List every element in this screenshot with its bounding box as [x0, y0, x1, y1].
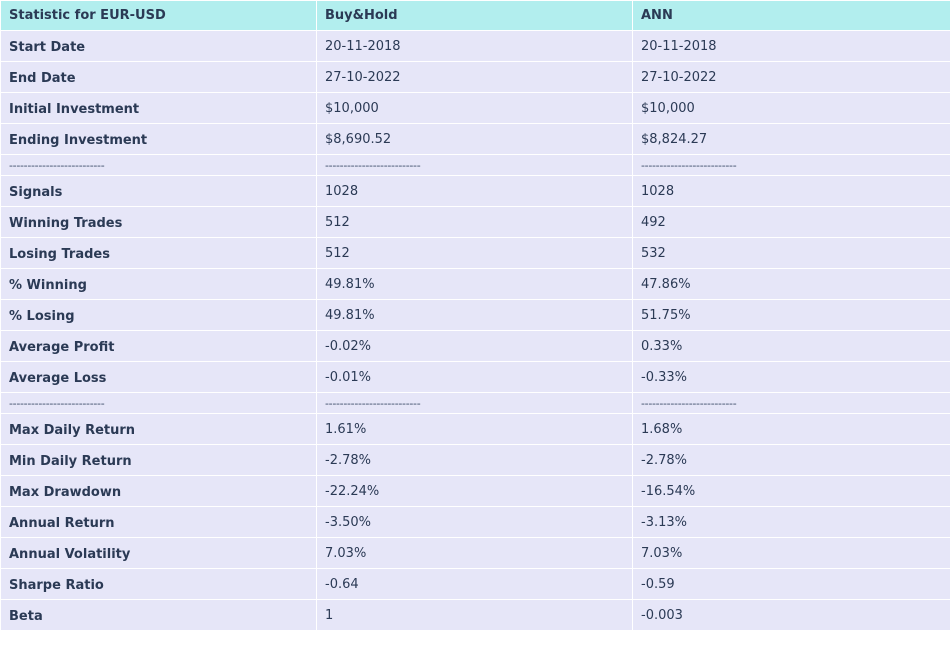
table-row: Signals 1028 1028: [0, 175, 950, 207]
ann-cell: 1.68%: [632, 413, 950, 445]
label-cell: Start Date: [0, 30, 317, 62]
ann-cell: -0.33%: [632, 361, 950, 393]
label-cell: Initial Investment: [0, 92, 317, 124]
ann-cell: 1028: [632, 175, 950, 207]
label-cell: --------------------------: [0, 154, 317, 176]
label-cell: Annual Return: [0, 506, 317, 538]
ann-cell: 27-10-2022: [632, 61, 950, 93]
buyhold-cell: -2.78%: [316, 444, 633, 476]
header-statistic: Statistic for EUR-USD: [0, 0, 317, 31]
table-row: Max Drawdown -22.24% -16.54%: [0, 475, 950, 507]
buyhold-cell: 1.61%: [316, 413, 633, 445]
ann-cell: 532: [632, 237, 950, 269]
buyhold-cell: --------------------------: [316, 154, 633, 176]
buyhold-cell: --------------------------: [316, 392, 633, 414]
buyhold-cell: -3.50%: [316, 506, 633, 538]
table-row: Initial Investment $10,000 $10,000: [0, 92, 950, 124]
table-row: Losing Trades 512 532: [0, 237, 950, 269]
table-row: % Losing 49.81% 51.75%: [0, 299, 950, 331]
buyhold-cell: 1028: [316, 175, 633, 207]
statistics-table: Statistic for EUR-USD Buy&Hold ANN Start…: [0, 0, 950, 631]
buyhold-cell: 512: [316, 206, 633, 238]
label-cell: Sharpe Ratio: [0, 568, 317, 600]
ann-cell: 492: [632, 206, 950, 238]
ann-cell: --------------------------: [632, 392, 950, 414]
separator-row: -------------------------- --------------…: [0, 392, 950, 414]
label-cell: --------------------------: [0, 392, 317, 414]
header-buyhold: Buy&Hold: [316, 0, 633, 31]
label-cell: % Winning: [0, 268, 317, 300]
table-row: Beta 1 -0.003: [0, 599, 950, 631]
buyhold-cell: -0.64: [316, 568, 633, 600]
ann-cell: --------------------------: [632, 154, 950, 176]
buyhold-cell: $8,690.52: [316, 123, 633, 155]
header-ann: ANN: [632, 0, 950, 31]
buyhold-cell: 7.03%: [316, 537, 633, 569]
separator-row: -------------------------- --------------…: [0, 154, 950, 176]
table-row: Winning Trades 512 492: [0, 206, 950, 238]
ann-cell: -0.003: [632, 599, 950, 631]
buyhold-cell: 49.81%: [316, 299, 633, 331]
buyhold-cell: 27-10-2022: [316, 61, 633, 93]
buyhold-cell: $10,000: [316, 92, 633, 124]
table-row: Average Profit -0.02% 0.33%: [0, 330, 950, 362]
label-cell: Max Daily Return: [0, 413, 317, 445]
ann-cell: 20-11-2018: [632, 30, 950, 62]
table-row: Start Date 20-11-2018 20-11-2018: [0, 30, 950, 62]
buyhold-cell: 20-11-2018: [316, 30, 633, 62]
table-row: Min Daily Return -2.78% -2.78%: [0, 444, 950, 476]
label-cell: Max Drawdown: [0, 475, 317, 507]
ann-cell: 7.03%: [632, 537, 950, 569]
table-row: Max Daily Return 1.61% 1.68%: [0, 413, 950, 445]
ann-cell: $8,824.27: [632, 123, 950, 155]
ann-cell: -0.59: [632, 568, 950, 600]
ann-cell: 0.33%: [632, 330, 950, 362]
label-cell: Losing Trades: [0, 237, 317, 269]
ann-cell: -16.54%: [632, 475, 950, 507]
buyhold-cell: 1: [316, 599, 633, 631]
label-cell: Ending Investment: [0, 123, 317, 155]
table-row: Ending Investment $8,690.52 $8,824.27: [0, 123, 950, 155]
buyhold-cell: -22.24%: [316, 475, 633, 507]
table-row: Annual Volatility 7.03% 7.03%: [0, 537, 950, 569]
label-cell: Winning Trades: [0, 206, 317, 238]
table-row: End Date 27-10-2022 27-10-2022: [0, 61, 950, 93]
table-row: Sharpe Ratio -0.64 -0.59: [0, 568, 950, 600]
label-cell: Average Profit: [0, 330, 317, 362]
table-row: Annual Return -3.50% -3.13%: [0, 506, 950, 538]
ann-cell: $10,000: [632, 92, 950, 124]
label-cell: End Date: [0, 61, 317, 93]
table-row: Average Loss -0.01% -0.33%: [0, 361, 950, 393]
ann-cell: 47.86%: [632, 268, 950, 300]
ann-cell: 51.75%: [632, 299, 950, 331]
header-row: Statistic for EUR-USD Buy&Hold ANN: [0, 0, 950, 31]
table-body: Start Date 20-11-2018 20-11-2018 End Date 27…: [0, 30, 950, 631]
label-cell: Signals: [0, 175, 317, 207]
buyhold-cell: 512: [316, 237, 633, 269]
table-row: % Winning 49.81% 47.86%: [0, 268, 950, 300]
label-cell: Average Loss: [0, 361, 317, 393]
label-cell: Beta: [0, 599, 317, 631]
buyhold-cell: -0.02%: [316, 330, 633, 362]
label-cell: Annual Volatility: [0, 537, 317, 569]
table-header: Statistic for EUR-USD Buy&Hold ANN: [0, 0, 950, 31]
buyhold-cell: 49.81%: [316, 268, 633, 300]
label-cell: % Losing: [0, 299, 317, 331]
ann-cell: -3.13%: [632, 506, 950, 538]
buyhold-cell: -0.01%: [316, 361, 633, 393]
label-cell: Min Daily Return: [0, 444, 317, 476]
ann-cell: -2.78%: [632, 444, 950, 476]
